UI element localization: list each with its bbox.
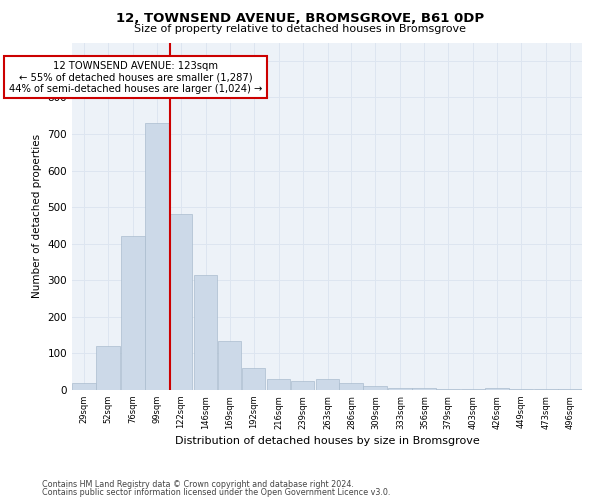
Bar [290,381,314,390]
Bar [242,368,265,390]
Bar [218,340,241,390]
Bar [169,214,193,390]
Bar [388,388,412,390]
Bar [340,382,363,390]
Y-axis label: Number of detached properties: Number of detached properties [32,134,42,298]
Bar [316,379,339,390]
Text: Size of property relative to detached houses in Bromsgrove: Size of property relative to detached ho… [134,24,466,34]
Bar [266,379,290,390]
Bar [145,123,169,390]
Bar [121,236,145,390]
Bar [194,275,217,390]
Text: 12, TOWNSEND AVENUE, BROMSGROVE, B61 0DP: 12, TOWNSEND AVENUE, BROMSGROVE, B61 0DP [116,12,484,26]
Text: 12 TOWNSEND AVENUE: 123sqm
← 55% of detached houses are smaller (1,287)
44% of s: 12 TOWNSEND AVENUE: 123sqm ← 55% of deta… [9,60,262,94]
Text: Contains HM Land Registry data © Crown copyright and database right 2024.: Contains HM Land Registry data © Crown c… [42,480,354,489]
Bar [364,386,387,390]
Bar [485,388,509,390]
Bar [72,382,95,390]
X-axis label: Distribution of detached houses by size in Bromsgrove: Distribution of detached houses by size … [175,436,479,446]
Bar [96,346,119,390]
Bar [412,388,436,390]
Text: Contains public sector information licensed under the Open Government Licence v3: Contains public sector information licen… [42,488,391,497]
